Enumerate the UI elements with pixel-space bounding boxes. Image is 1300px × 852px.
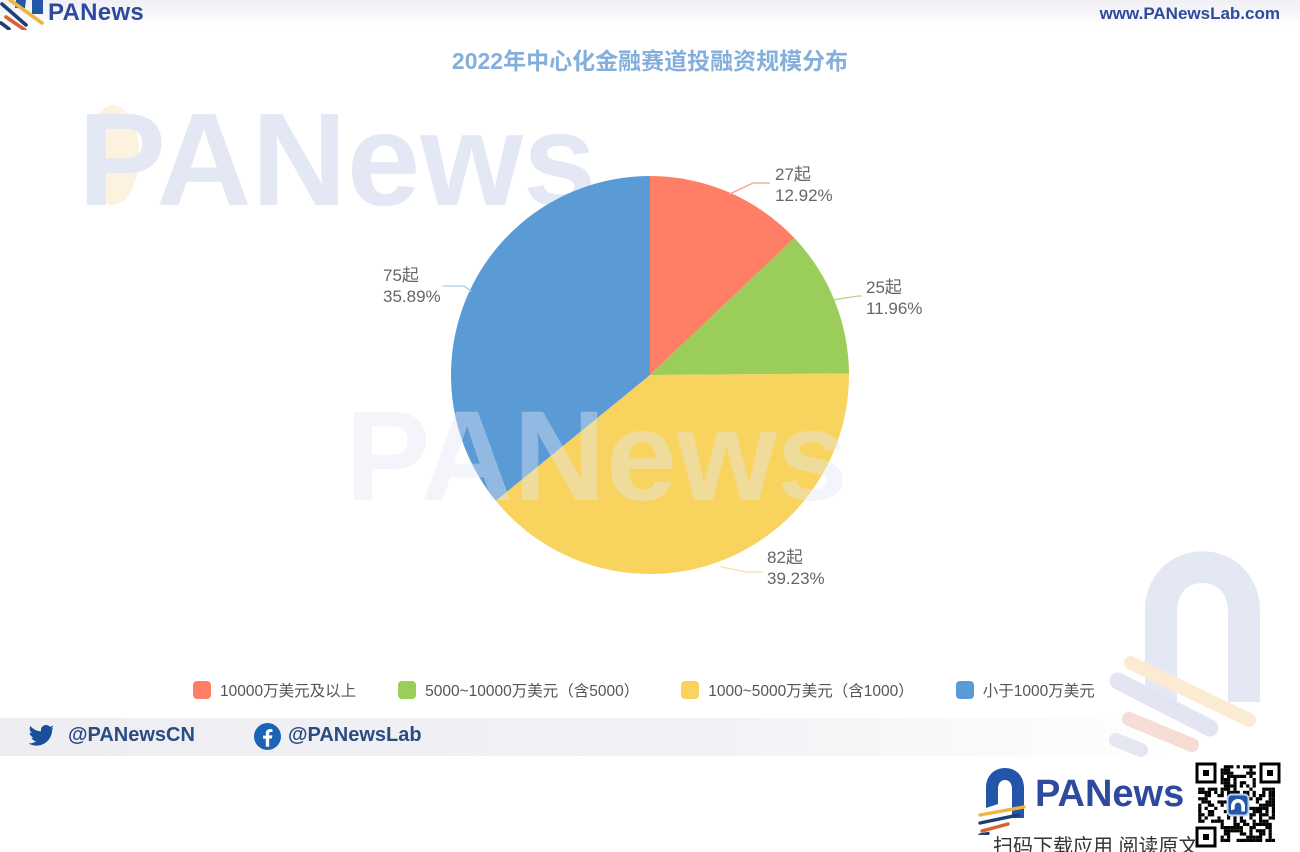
svg-text:75起: 75起	[383, 266, 419, 285]
svg-text:35.89%: 35.89%	[383, 287, 441, 306]
svg-text:39.23%: 39.23%	[767, 569, 825, 588]
svg-text:82起: 82起	[767, 548, 803, 567]
svg-text:PANews: PANews	[345, 385, 848, 528]
svg-text:11.96%: 11.96%	[866, 299, 922, 318]
svg-text:12.92%: 12.92%	[775, 186, 833, 205]
svg-text:25起: 25起	[866, 278, 902, 297]
svg-text:27起: 27起	[775, 165, 811, 184]
